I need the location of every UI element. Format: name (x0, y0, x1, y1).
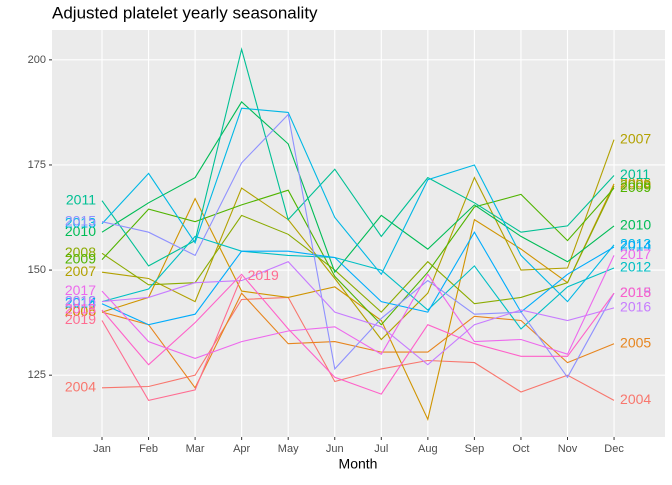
series-label-start: 2016 (65, 292, 96, 308)
panel (52, 30, 665, 437)
series-label-start: 2015 (65, 212, 96, 228)
x-tick-label: Jan (93, 443, 111, 455)
x-tick-label: Aug (418, 443, 438, 455)
series-line (101, 261, 615, 366)
series-label-end: 2010 (620, 217, 651, 233)
series-label-start: 2011 (66, 191, 96, 207)
series-line (101, 113, 615, 379)
series-line (101, 185, 615, 313)
y-tick-label: 200 (28, 54, 46, 66)
series-label-start: 2019 (65, 311, 96, 327)
series-line (101, 187, 615, 326)
series-label-start: 2008 (65, 244, 96, 260)
series-label-start: 2018 (65, 301, 96, 317)
series-label-start: 2005 (65, 303, 96, 319)
y-tick-label: 125 (28, 369, 46, 381)
chart-title: Adjusted platelet yearly seasonality (52, 3, 318, 22)
series-label-end: 2014 (620, 238, 651, 254)
series-label-end: 2006 (620, 175, 651, 191)
series-line (101, 292, 615, 389)
series-label-end: 2019 (248, 267, 279, 283)
series-label-end: 2015 (620, 284, 651, 300)
x-tick-label: Mar (186, 443, 205, 455)
series-line (101, 273, 615, 395)
series-label-start: 2013 (65, 215, 96, 231)
series-label-end: 2009 (620, 179, 651, 195)
series-label-end: 2004 (620, 391, 651, 407)
series-label-end: 2005 (620, 334, 651, 350)
series-label-end: 2013 (620, 236, 651, 252)
series-label-start: 2009 (65, 250, 96, 266)
x-tick-label: Oct (512, 443, 529, 455)
series-label-start: 2010 (65, 223, 96, 239)
x-tick-label: Feb (139, 443, 158, 455)
x-tick-label: Jun (326, 443, 344, 455)
series-line (101, 255, 615, 359)
series-label-end: 2017 (620, 246, 651, 262)
series-label-end: 2016 (620, 299, 651, 315)
series-line (101, 231, 615, 326)
series-line (101, 276, 243, 402)
series-label-start: 2004 (65, 379, 96, 395)
x-axis-label: Month (339, 456, 378, 472)
series-line (101, 235, 615, 330)
series-line (101, 101, 615, 274)
series-label-end: 2011 (620, 166, 650, 182)
x-tick-label: Sep (465, 443, 485, 455)
series-line (101, 107, 615, 303)
x-tick-label: Apr (233, 443, 250, 455)
series-line (101, 139, 615, 341)
series-label-end: 2008 (620, 177, 651, 193)
series-line (101, 183, 615, 421)
y-tick-label: 150 (28, 264, 46, 276)
x-tick-label: Jul (374, 443, 388, 455)
series-label-end: 2007 (620, 130, 651, 146)
series-label-end: 2012 (620, 259, 651, 275)
series-label-start: 2012 (65, 292, 96, 308)
series-label-end: 2018 (620, 284, 651, 300)
x-tick-label: Nov (558, 443, 578, 455)
series-label-start: 2014 (65, 294, 96, 310)
series-label-start: 2006 (65, 303, 96, 319)
y-tick-label: 175 (28, 159, 46, 171)
series-label-start: 2017 (65, 282, 96, 298)
series-label-start: 2007 (65, 263, 96, 279)
x-tick-label: May (278, 443, 299, 455)
x-tick-label: Dec (604, 443, 624, 455)
